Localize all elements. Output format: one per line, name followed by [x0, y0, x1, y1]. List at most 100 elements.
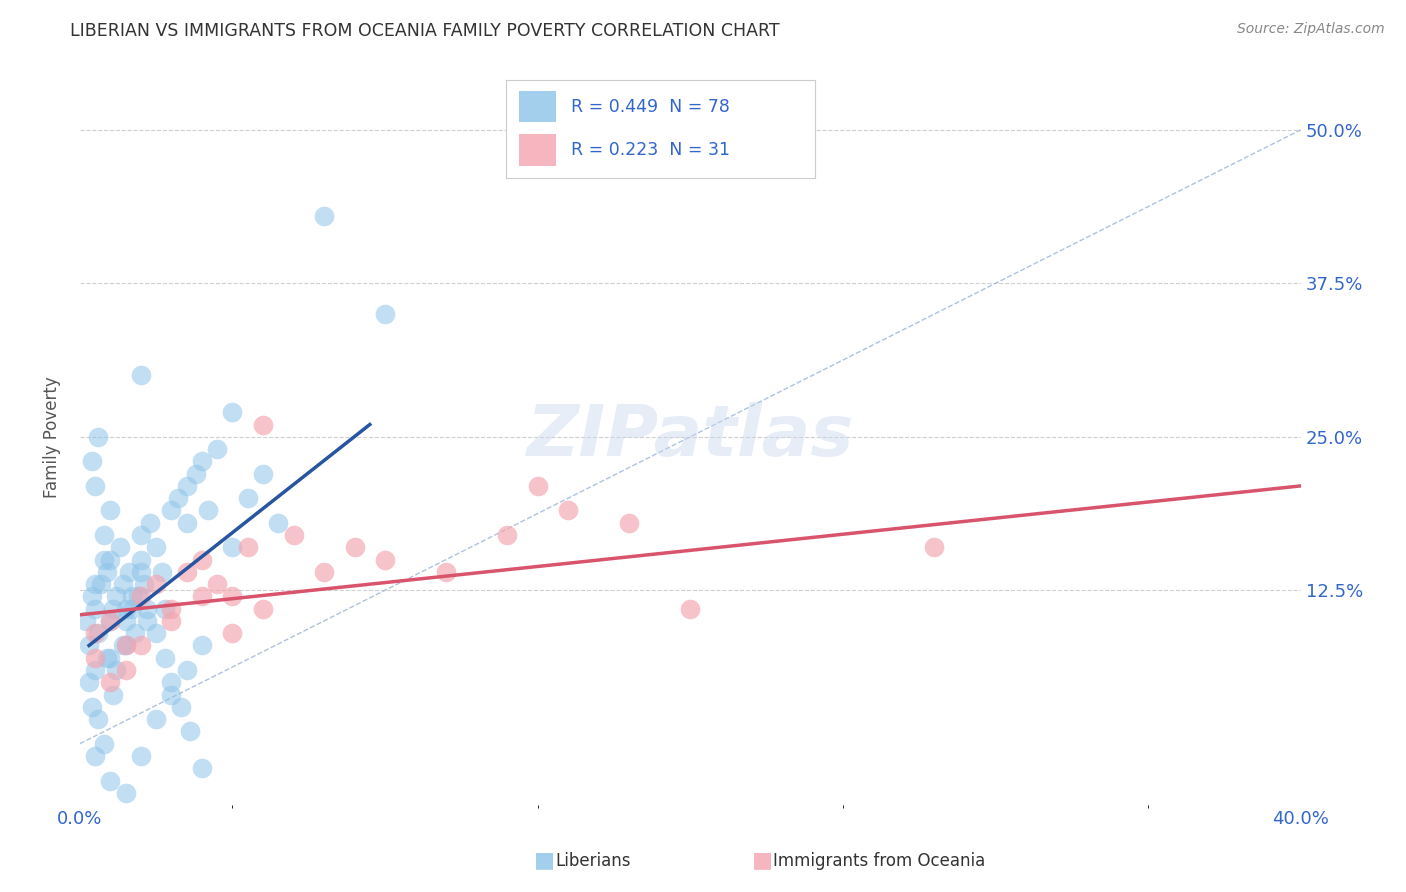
- Liberians: [96, 565, 118, 579]
- Liberians: [121, 601, 143, 615]
- Immigrants from Oceania: [160, 601, 183, 615]
- Liberians: [160, 503, 183, 517]
- Liberians: [176, 516, 198, 530]
- Liberians: [87, 626, 110, 640]
- Liberians: [155, 650, 177, 665]
- Immigrants from Oceania: [496, 528, 519, 542]
- Liberians: [96, 650, 118, 665]
- Liberians: [145, 541, 167, 555]
- Liberians: [114, 614, 136, 628]
- Liberians: [118, 565, 141, 579]
- Liberians: [84, 663, 107, 677]
- Liberians: [114, 786, 136, 800]
- Text: Immigrants from Oceania: Immigrants from Oceania: [773, 852, 986, 870]
- Liberians: [100, 503, 122, 517]
- Liberians: [129, 749, 152, 764]
- Liberians: [84, 479, 107, 493]
- Liberians: [191, 761, 214, 775]
- Liberians: [108, 541, 131, 555]
- Liberians: [252, 467, 274, 481]
- Immigrants from Oceania: [312, 565, 335, 579]
- FancyBboxPatch shape: [519, 134, 555, 166]
- Immigrants from Oceania: [221, 590, 243, 604]
- Immigrants from Oceania: [434, 565, 457, 579]
- Liberians: [166, 491, 188, 505]
- Liberians: [169, 699, 191, 714]
- Liberians: [145, 626, 167, 640]
- Liberians: [80, 590, 103, 604]
- Immigrants from Oceania: [84, 626, 107, 640]
- Liberians: [105, 663, 128, 677]
- Immigrants from Oceania: [221, 626, 243, 640]
- Text: ZIPatlas: ZIPatlas: [527, 402, 853, 471]
- Liberians: [179, 724, 201, 739]
- Liberians: [87, 430, 110, 444]
- Liberians: [374, 307, 396, 321]
- Liberians: [136, 614, 159, 628]
- Liberians: [160, 688, 183, 702]
- Liberians: [100, 650, 122, 665]
- Immigrants from Oceania: [526, 479, 548, 493]
- Immigrants from Oceania: [100, 614, 122, 628]
- Liberians: [103, 688, 125, 702]
- Text: R = 0.223  N = 31: R = 0.223 N = 31: [571, 141, 730, 159]
- Liberians: [205, 442, 228, 456]
- Liberians: [80, 454, 103, 468]
- Immigrants from Oceania: [205, 577, 228, 591]
- Immigrants from Oceania: [100, 675, 122, 690]
- Liberians: [111, 639, 134, 653]
- Liberians: [93, 552, 115, 566]
- Liberians: [114, 601, 136, 615]
- Immigrants from Oceania: [283, 528, 305, 542]
- Text: R = 0.449  N = 78: R = 0.449 N = 78: [571, 98, 730, 116]
- Immigrants from Oceania: [176, 565, 198, 579]
- Liberians: [124, 626, 146, 640]
- Liberians: [100, 552, 122, 566]
- Liberians: [160, 675, 183, 690]
- Liberians: [121, 590, 143, 604]
- Liberians: [191, 454, 214, 468]
- Liberians: [80, 699, 103, 714]
- Immigrants from Oceania: [191, 590, 214, 604]
- Immigrants from Oceania: [252, 417, 274, 432]
- Immigrants from Oceania: [129, 639, 152, 653]
- Liberians: [87, 712, 110, 726]
- Liberians: [129, 368, 152, 383]
- Liberians: [84, 749, 107, 764]
- Immigrants from Oceania: [557, 503, 579, 517]
- Immigrants from Oceania: [191, 552, 214, 566]
- Liberians: [267, 516, 290, 530]
- Liberians: [100, 614, 122, 628]
- Liberians: [155, 601, 177, 615]
- Liberians: [136, 601, 159, 615]
- Liberians: [93, 737, 115, 751]
- Immigrants from Oceania: [236, 541, 259, 555]
- Liberians: [77, 639, 100, 653]
- Liberians: [197, 503, 219, 517]
- Liberians: [114, 639, 136, 653]
- Liberians: [100, 773, 122, 788]
- Liberians: [139, 516, 162, 530]
- Liberians: [75, 614, 97, 628]
- Liberians: [105, 590, 128, 604]
- Immigrants from Oceania: [619, 516, 641, 530]
- Liberians: [221, 541, 243, 555]
- Immigrants from Oceania: [679, 601, 702, 615]
- Immigrants from Oceania: [84, 650, 107, 665]
- Immigrants from Oceania: [343, 541, 366, 555]
- Liberians: [111, 577, 134, 591]
- Liberians: [221, 405, 243, 419]
- Liberians: [236, 491, 259, 505]
- Liberians: [127, 590, 149, 604]
- Immigrants from Oceania: [114, 639, 136, 653]
- Liberians: [93, 528, 115, 542]
- Liberians: [77, 675, 100, 690]
- Liberians: [90, 577, 112, 591]
- Text: ■: ■: [534, 850, 555, 870]
- Text: ■: ■: [752, 850, 773, 870]
- Liberians: [84, 601, 107, 615]
- Liberians: [129, 565, 152, 579]
- Text: Liberians: Liberians: [555, 852, 631, 870]
- Immigrants from Oceania: [160, 614, 183, 628]
- Text: LIBERIAN VS IMMIGRANTS FROM OCEANIA FAMILY POVERTY CORRELATION CHART: LIBERIAN VS IMMIGRANTS FROM OCEANIA FAMI…: [70, 22, 780, 40]
